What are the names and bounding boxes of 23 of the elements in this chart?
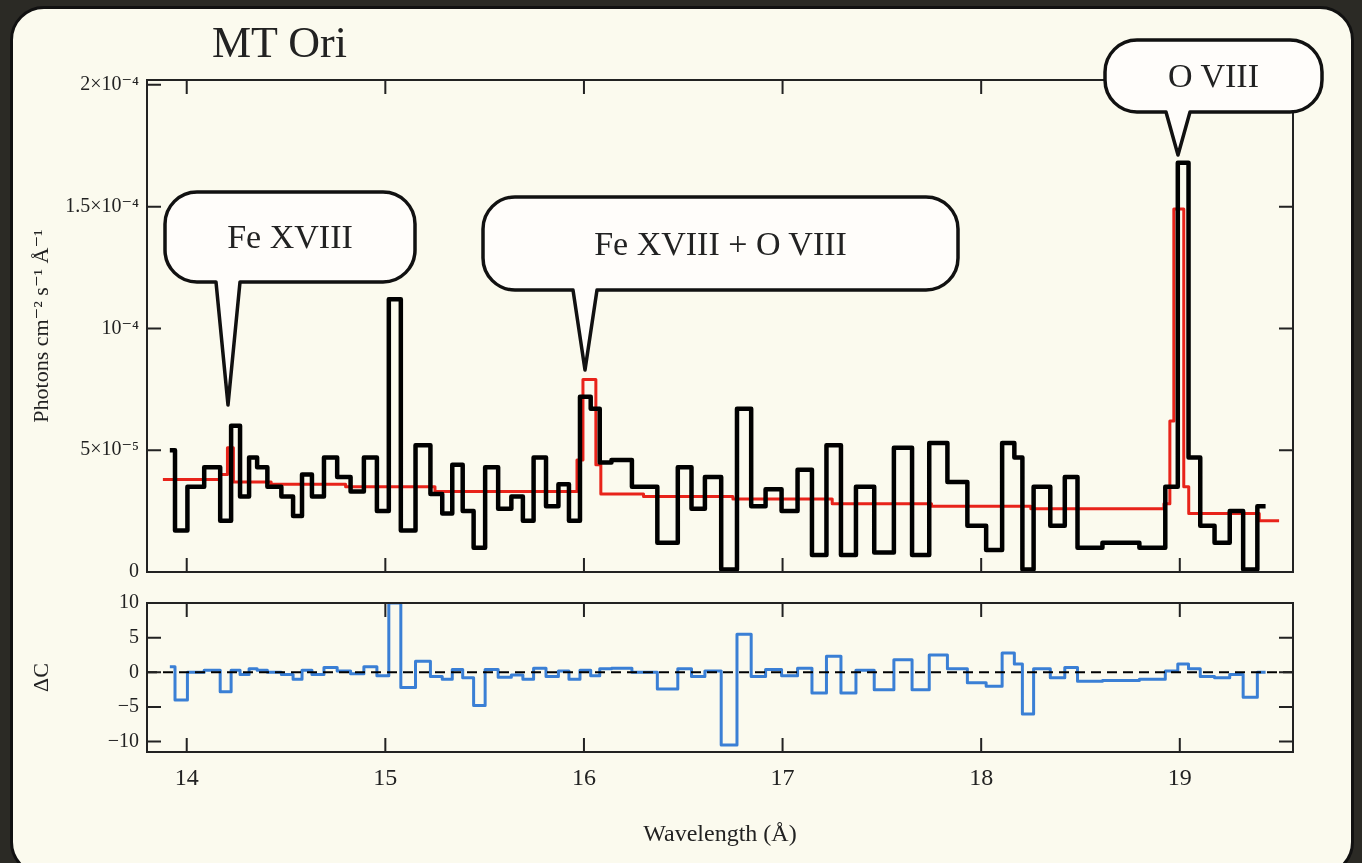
y-axis-title: ΔC	[27, 663, 53, 692]
y-tick-label: 0	[129, 659, 139, 682]
x-tick-label: 18	[969, 763, 994, 790]
annotation: Fe XVIII + O VIII	[593, 223, 848, 264]
annotation: O VIII	[1167, 56, 1260, 96]
x-axis-title: Wavelength (Å)	[643, 819, 797, 846]
y-tick-label: −10	[107, 728, 139, 751]
x-tick-label: 17	[770, 763, 795, 790]
y-tick-label: 0	[129, 559, 139, 582]
y-tick-label: 1.5×10⁻⁴	[65, 193, 140, 216]
x-tick-label: 15	[373, 763, 398, 790]
y-tick-label: 5×10⁻⁵	[80, 437, 139, 460]
annotation: Fe XVIII	[226, 217, 354, 257]
y-tick-label: 2×10⁻⁴	[80, 72, 140, 95]
y-axis-title: Photons cm⁻² s⁻¹ Å⁻¹	[27, 229, 53, 423]
x-tick-label: 19	[1167, 763, 1192, 790]
y-tick-label: −5	[117, 694, 139, 717]
x-tick-label: 16	[571, 763, 596, 790]
y-tick-label: 10	[119, 590, 139, 613]
chart-title: MT Ori	[212, 17, 347, 67]
y-tick-label: 5	[129, 624, 139, 647]
y-tick-label: 10⁻⁴	[101, 315, 140, 338]
x-tick-label: 14	[174, 763, 199, 790]
